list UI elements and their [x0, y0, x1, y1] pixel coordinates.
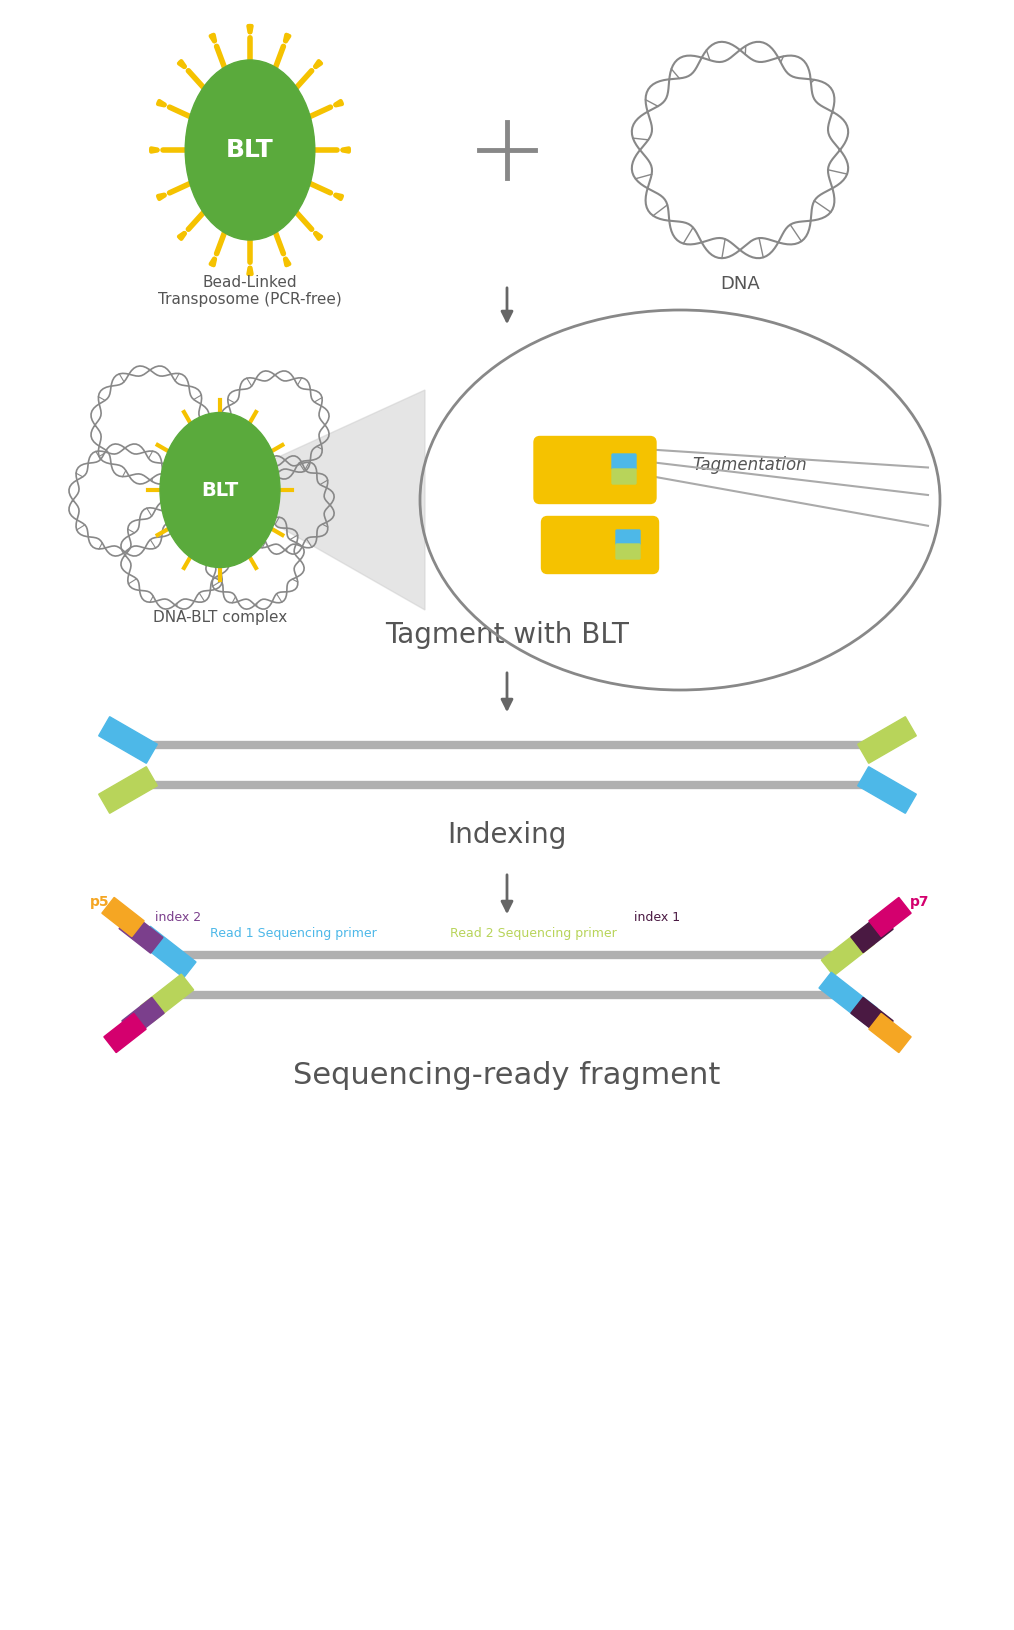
Bar: [140, 975, 194, 1022]
Bar: [122, 998, 164, 1037]
Bar: [821, 927, 875, 976]
Text: Bead-Linked
Transposome (PCR-free): Bead-Linked Transposome (PCR-free): [158, 275, 342, 308]
Text: p7: p7: [911, 895, 930, 910]
Text: index 2: index 2: [155, 911, 201, 924]
Polygon shape: [250, 390, 425, 610]
Bar: [851, 913, 893, 952]
Text: p5: p5: [90, 895, 110, 910]
Text: BLT: BLT: [202, 481, 238, 499]
Bar: [103, 1014, 146, 1053]
Text: index 1: index 1: [634, 911, 680, 924]
FancyBboxPatch shape: [612, 469, 636, 484]
Ellipse shape: [186, 60, 314, 240]
Bar: [869, 1014, 912, 1053]
FancyBboxPatch shape: [615, 530, 640, 544]
Text: Read 1 Sequencing primer: Read 1 Sequencing primer: [210, 926, 377, 939]
Text: Indexing: Indexing: [447, 822, 567, 849]
Text: DNA-BLT complex: DNA-BLT complex: [153, 610, 287, 624]
Bar: [851, 998, 893, 1037]
Bar: [869, 898, 912, 937]
Text: Tagmentation: Tagmentation: [693, 456, 807, 474]
Bar: [101, 898, 144, 937]
Text: Sequencing-ready fragment: Sequencing-ready fragment: [293, 1061, 721, 1089]
Text: BLT: BLT: [226, 139, 274, 161]
Text: Read 2 Sequencing primer: Read 2 Sequencing primer: [450, 926, 617, 939]
FancyBboxPatch shape: [534, 437, 656, 504]
Ellipse shape: [160, 412, 280, 567]
Bar: [119, 913, 163, 954]
Bar: [98, 766, 157, 813]
Text: DNA: DNA: [720, 275, 759, 293]
FancyBboxPatch shape: [541, 517, 658, 574]
Text: Tagment with BLT: Tagment with BLT: [385, 621, 629, 649]
Bar: [138, 926, 196, 978]
Bar: [819, 971, 877, 1024]
FancyBboxPatch shape: [612, 455, 636, 469]
Bar: [98, 717, 157, 763]
Bar: [858, 717, 917, 763]
FancyBboxPatch shape: [615, 544, 640, 559]
Bar: [858, 766, 917, 813]
